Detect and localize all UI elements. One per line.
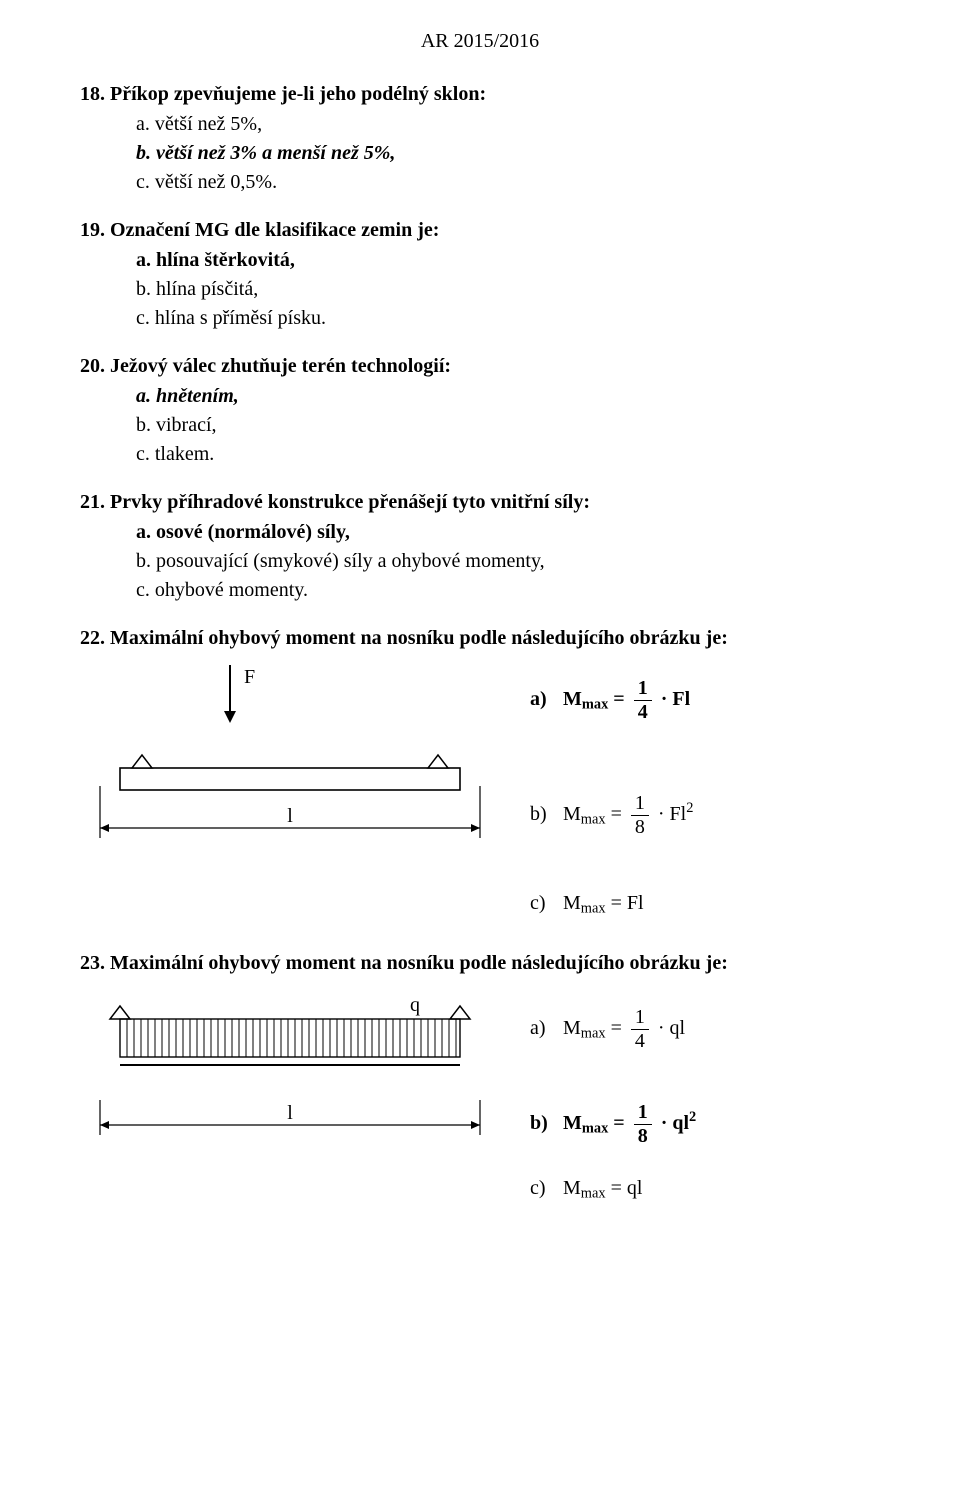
- q18-options: a. větší než 5%, b. větší než 3% a menší…: [136, 110, 880, 197]
- q23-figure-load: q: [80, 985, 500, 1075]
- page: AR 2015/2016 18. Příkop zpevňujeme je-li…: [0, 0, 960, 1264]
- q21-opt-b: b. posouvající (smykové) síly a ohybové …: [136, 547, 880, 576]
- q22-answer-b: b) Mmax = 18 · Fl2: [500, 792, 880, 839]
- question-19: 19. Označení MG dle klasifikace zemin je…: [80, 219, 880, 333]
- q22-title: 22. Maximální ohybový moment na nosníku …: [80, 627, 880, 650]
- q23-row-a: q a) Mmax = 14 · ql: [80, 985, 880, 1075]
- q18-title: 18. Příkop zpevňujeme je-li jeho podélný…: [80, 83, 880, 106]
- q18-opt-b: b. větší než 3% a menší než 5%,: [136, 139, 880, 168]
- question-18: 18. Příkop zpevňujeme je-li jeho podélný…: [80, 83, 880, 197]
- q22-figure-top: F: [80, 660, 500, 740]
- q21-opt-c: c. ohybové momenty.: [136, 576, 880, 605]
- q22-force-diagram: F: [80, 660, 500, 740]
- q20-opt-a: a. hnětením,: [136, 382, 880, 411]
- q21-title: 21. Prvky příhradové konstrukce přenášej…: [80, 491, 880, 514]
- q22-row-b: l b) Mmax = 18 · Fl2: [80, 750, 880, 880]
- q22-answer-a: a) Mmax = 14 · Fl: [500, 677, 880, 724]
- q18-opt-c: c. větší než 0,5%.: [136, 168, 880, 197]
- q23-dim-diagram: l: [80, 1095, 500, 1155]
- q20-title: 20. Ježový válec zhutňuje terén technolo…: [80, 355, 880, 378]
- q19-options: a. hlína štěrkovitá, b. hlína písčitá, c…: [136, 246, 880, 333]
- q22-row-a: F a) Mmax = 14 · Fl: [80, 660, 880, 740]
- q23-figure-dim: l: [80, 1095, 500, 1155]
- q20-opt-b: b. vibrací,: [136, 411, 880, 440]
- q23-answer-a: a) Mmax = 14 · ql: [500, 1006, 880, 1053]
- svg-text:l: l: [287, 1102, 293, 1124]
- q21-options: a. osové (normálové) síly, b. posouvajíc…: [136, 518, 880, 605]
- q22-beam-diagram: l: [80, 750, 500, 880]
- q23-answer-b: b) Mmax = 18 · ql2: [500, 1101, 880, 1148]
- q19-opt-b: b. hlína písčitá,: [136, 275, 880, 304]
- q19-title: 19. Označení MG dle klasifikace zemin je…: [80, 219, 880, 242]
- question-21: 21. Prvky příhradové konstrukce přenášej…: [80, 491, 880, 605]
- q19-opt-a: a. hlína štěrkovitá,: [136, 246, 880, 275]
- question-22: 22. Maximální ohybový moment na nosníku …: [80, 627, 880, 918]
- svg-text:q: q: [410, 994, 420, 1016]
- q22-figure-beam: l: [80, 750, 500, 880]
- q19-opt-c: c. hlína s příměsí písku.: [136, 304, 880, 333]
- q20-opt-c: c. tlakem.: [136, 440, 880, 469]
- question-23: 23. Maximální ohybový moment na nosníku …: [80, 952, 880, 1203]
- q18-opt-a: a. větší než 5%,: [136, 110, 880, 139]
- q22-answer-c: c) Mmax = Fl: [530, 892, 880, 918]
- svg-text:l: l: [287, 805, 293, 827]
- q21-opt-a: a. osové (normálové) síly,: [136, 518, 880, 547]
- svg-text:F: F: [244, 666, 255, 688]
- q23-row-b: l b) Mmax = 18 · ql2: [80, 1085, 880, 1165]
- q23-answer-c: c) Mmax = ql: [530, 1177, 880, 1203]
- question-20: 20. Ježový válec zhutňuje terén technolo…: [80, 355, 880, 469]
- page-header: AR 2015/2016: [80, 30, 880, 53]
- q23-title: 23. Maximální ohybový moment na nosníku …: [80, 952, 880, 975]
- q23-load-diagram: q: [80, 985, 500, 1075]
- q20-options: a. hnětením, b. vibrací, c. tlakem.: [136, 382, 880, 469]
